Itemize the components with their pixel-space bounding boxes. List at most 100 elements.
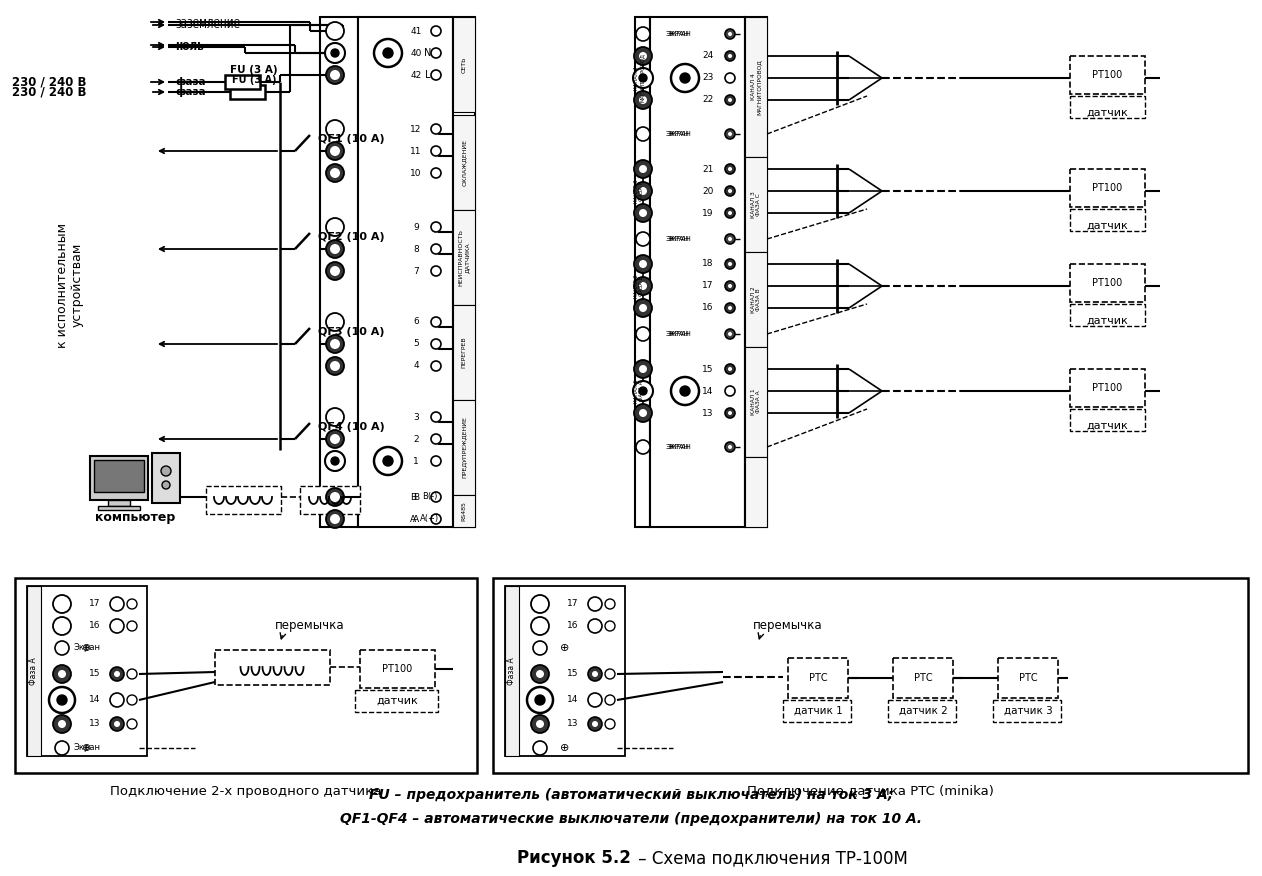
Circle shape [588,717,602,731]
Circle shape [326,510,345,528]
Circle shape [329,168,339,178]
Text: РТ100: РТ100 [382,664,413,674]
Circle shape [724,164,734,174]
Text: QF4 (10 А): QF4 (10 А) [318,422,385,432]
Circle shape [728,367,732,371]
Circle shape [639,52,647,60]
Circle shape [382,456,392,466]
Text: ЭКРАН: ЭКРАН [668,331,692,337]
Circle shape [634,360,652,378]
Bar [1070,369,1145,407]
Text: 15: 15 [90,669,101,679]
Circle shape [329,244,339,254]
Text: 14: 14 [703,386,714,395]
Text: датчик: датчик [376,696,419,706]
Text: A(+): A(+) [420,514,439,524]
Text: N: N [424,48,432,58]
Text: 17: 17 [90,599,101,609]
Text: ЭКРАН: ЭКРАН [668,236,692,242]
Text: 13: 13 [90,719,101,729]
Circle shape [639,409,647,417]
Circle shape [329,266,339,276]
Circle shape [639,260,647,268]
Text: 14: 14 [568,696,579,704]
Text: КАНАЛ 4
МАГНИТОПРОВОД: КАНАЛ 4 МАГНИТОПРОВОД [634,53,645,102]
Circle shape [604,695,615,705]
Circle shape [588,619,602,633]
Circle shape [56,641,69,655]
Circle shape [724,186,734,196]
Circle shape [531,617,549,635]
Text: A: A [413,514,419,524]
Text: 40: 40 [410,48,422,58]
Circle shape [326,430,345,448]
Circle shape [326,218,345,236]
Bar [453,17,475,527]
Circle shape [326,313,345,331]
Circle shape [634,404,652,422]
Text: 23: 23 [703,74,714,82]
Circle shape [588,667,602,681]
Text: ЭКРАН: ЭКРАН [666,131,690,137]
Bar [453,400,475,495]
Circle shape [114,721,120,727]
Bar [358,17,453,527]
Text: 13: 13 [567,719,579,729]
Text: РТ100: РТ100 [1093,383,1123,393]
Text: ЭКРАН: ЭКРАН [666,31,690,37]
Circle shape [728,262,732,266]
Text: FU – предохранитель (автоматический выключатель) на ток 3 А;: FU – предохранитель (автоматический выкл… [369,788,893,802]
Circle shape [634,47,652,65]
Circle shape [728,32,732,36]
Bar [505,586,519,756]
Circle shape [432,26,440,36]
Circle shape [535,695,545,705]
Text: Подключение датчика PTC (minika): Подключение датчика PTC (minika) [747,785,994,797]
Circle shape [604,621,615,631]
Circle shape [639,96,647,104]
Bar [98,506,140,510]
Circle shape [58,670,66,678]
Bar [300,486,360,514]
Circle shape [728,54,732,58]
Text: датчик: датчик [1087,316,1128,326]
Circle shape [533,741,546,755]
Text: 2: 2 [413,434,419,443]
Bar [90,456,148,500]
Circle shape [326,22,345,40]
Circle shape [728,211,732,215]
Circle shape [326,408,345,426]
Circle shape [432,317,440,327]
Text: ЭКРАН: ЭКРАН [666,444,690,450]
Text: РТ100: РТ100 [1093,70,1123,80]
Circle shape [432,361,440,371]
Circle shape [531,665,549,683]
Text: ноль: ноль [175,40,203,50]
Text: 17: 17 [567,599,579,609]
Circle shape [127,621,138,631]
Text: QF1-QF4 – автоматические выключатели (предохранители) на ток 10 А.: QF1-QF4 – автоматические выключатели (пр… [339,812,923,826]
Circle shape [680,73,690,83]
Text: – Схема подключения ТР-100М: – Схема подключения ТР-100М [634,849,907,867]
Circle shape [639,282,647,290]
Circle shape [724,29,734,39]
Text: компьютер: компьютер [95,512,175,525]
Text: 7: 7 [413,266,419,275]
Circle shape [634,381,652,401]
Circle shape [634,182,652,200]
Circle shape [634,204,652,222]
Circle shape [639,165,647,173]
Circle shape [634,255,652,273]
Text: 9: 9 [413,223,419,231]
Bar [745,457,767,527]
Circle shape [531,715,549,733]
Text: ⊕: ⊕ [560,643,569,653]
Circle shape [639,387,647,395]
Circle shape [728,411,732,415]
Circle shape [634,68,652,88]
Circle shape [110,693,124,707]
Text: Экран: Экран [73,744,101,752]
Circle shape [634,91,652,109]
Bar [1070,96,1145,118]
Bar [1070,304,1145,326]
